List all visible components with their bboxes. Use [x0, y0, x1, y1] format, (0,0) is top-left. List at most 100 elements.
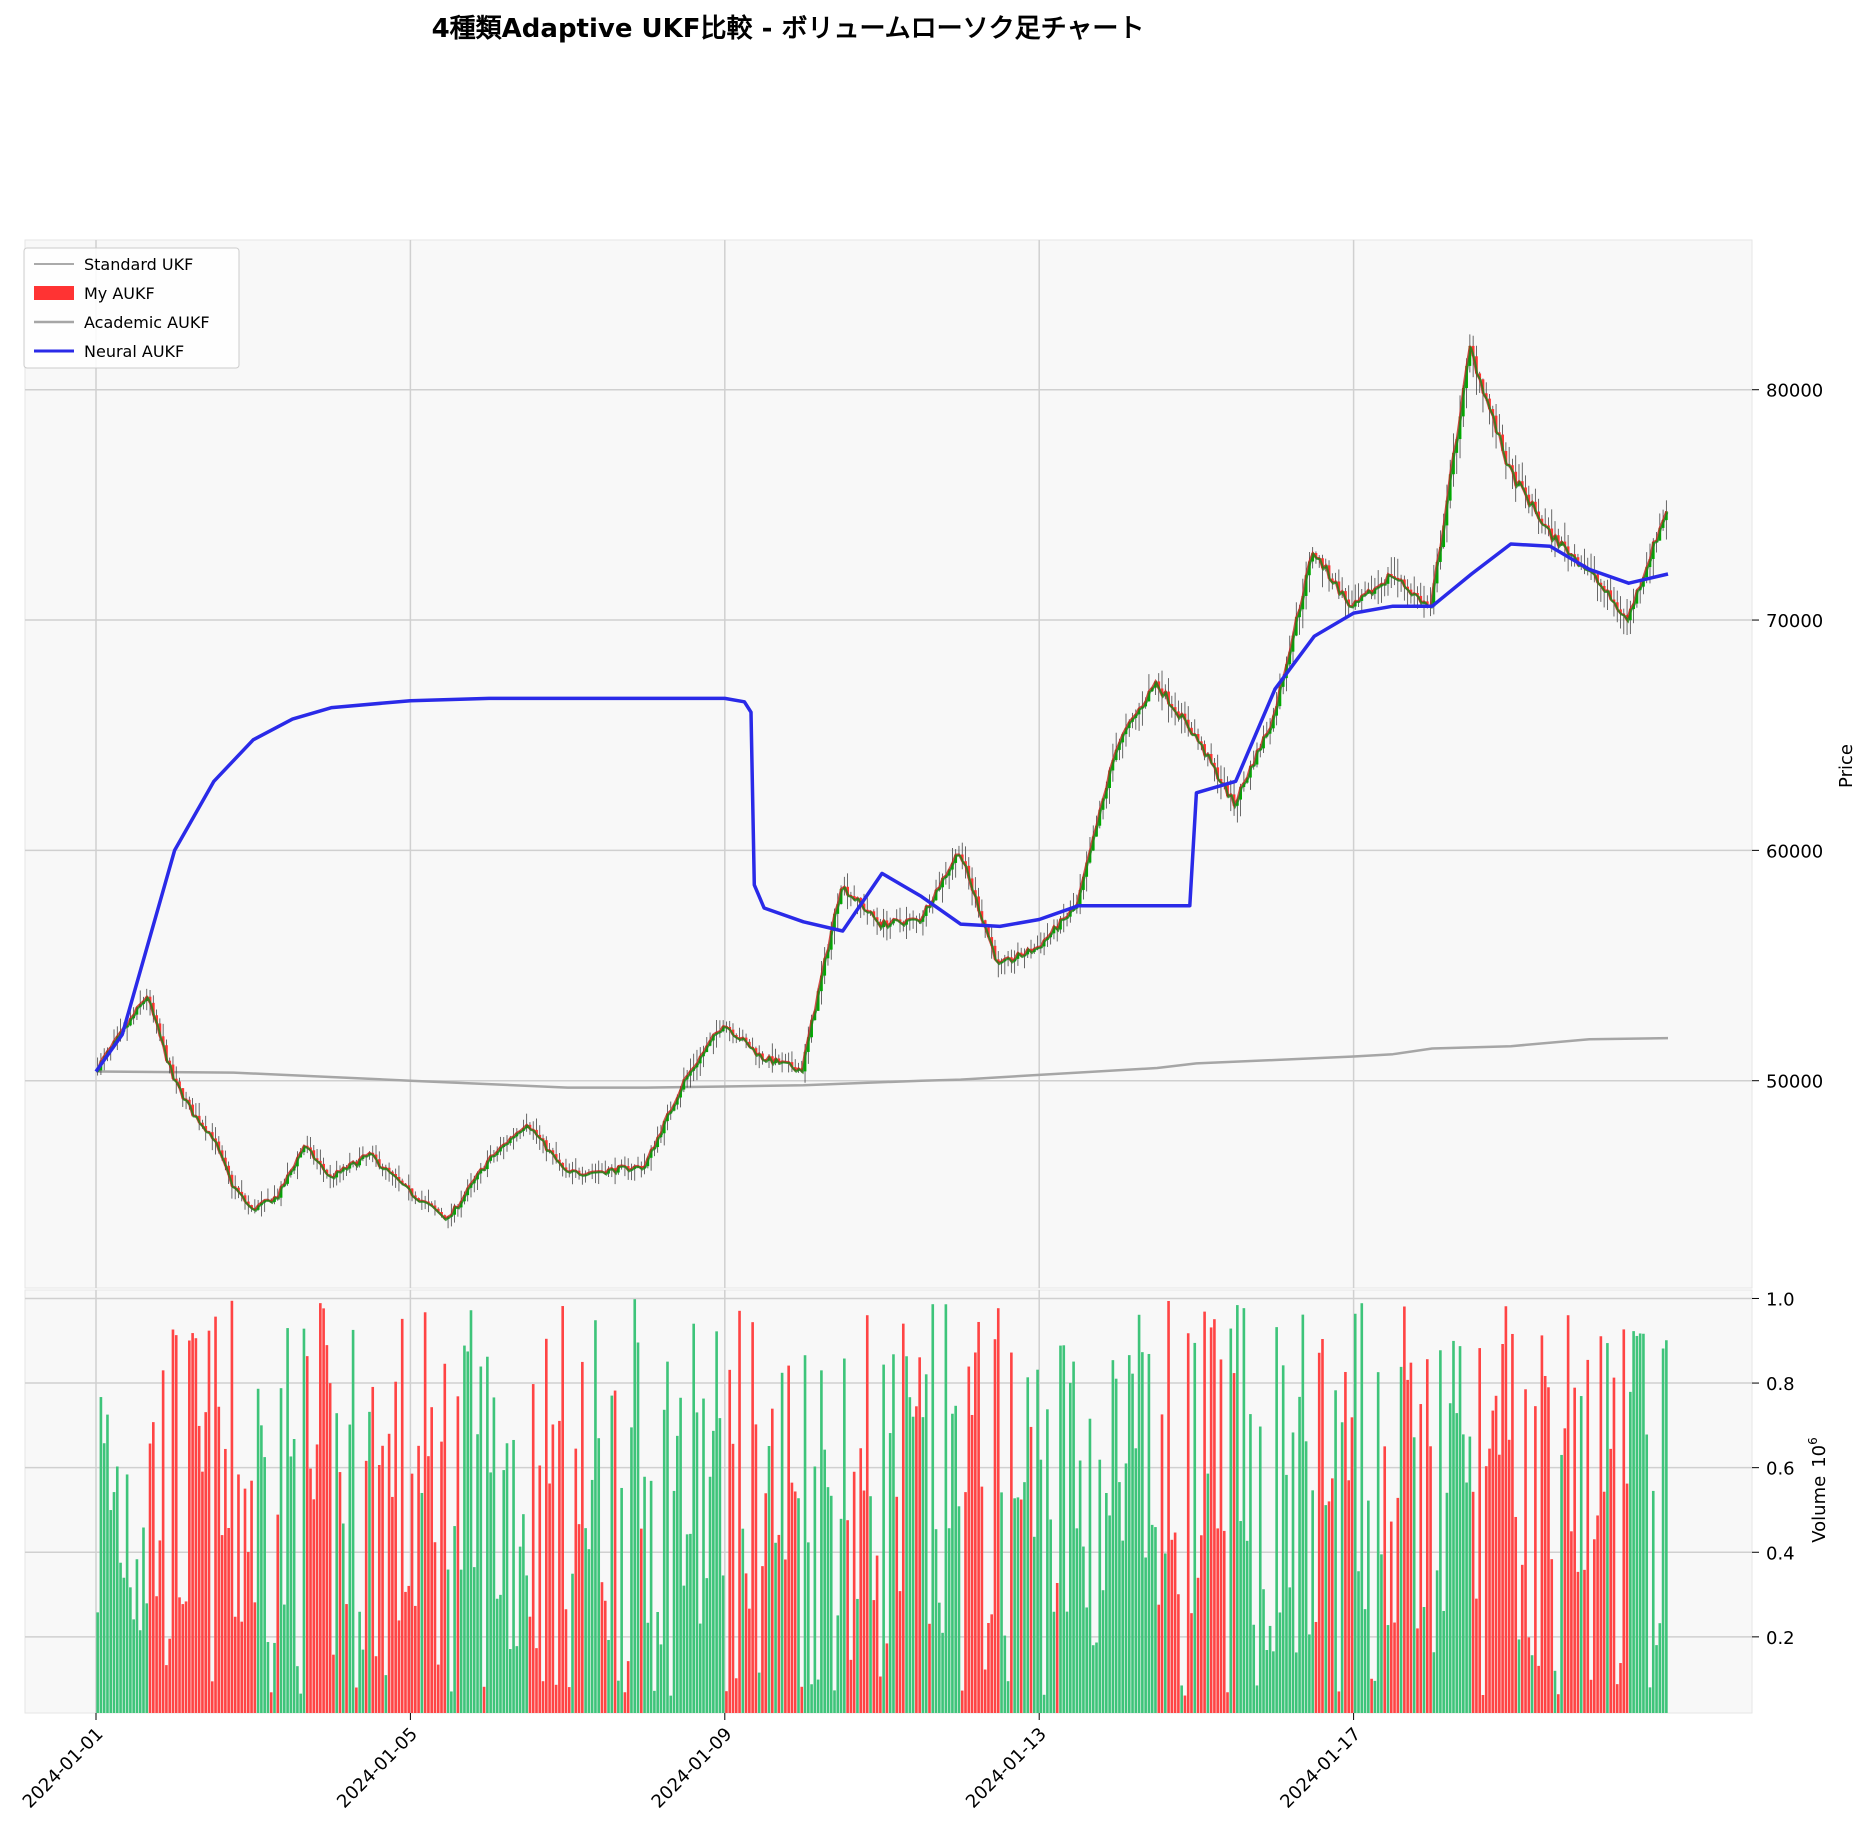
volume-bar	[525, 1575, 528, 1713]
volume-bar	[1602, 1491, 1606, 1713]
volume-bar	[1075, 1528, 1079, 1713]
volume-bar	[839, 1518, 843, 1713]
volume-bar	[1403, 1306, 1406, 1713]
volume-bar	[1069, 1382, 1072, 1713]
volume-bar	[1465, 1482, 1468, 1713]
volume-bar	[1278, 1612, 1282, 1713]
volume-bar	[276, 1514, 280, 1713]
volume-bar	[1376, 1372, 1380, 1713]
volume-bar	[466, 1351, 470, 1713]
volume-bar	[666, 1361, 669, 1713]
candle-body	[793, 1066, 797, 1071]
volume-bar	[305, 1356, 309, 1713]
volume-bar	[1645, 1434, 1649, 1713]
volume-bar	[820, 1370, 823, 1713]
volume-bar	[1363, 1609, 1367, 1713]
volume-bar	[135, 1559, 139, 1713]
volume-bar	[590, 1479, 594, 1713]
volume-bar	[1265, 1650, 1269, 1713]
volume-bar	[757, 1672, 761, 1713]
volume-bar	[567, 1687, 571, 1713]
candle-body	[1019, 952, 1023, 956]
volume-bar	[1452, 1340, 1455, 1713]
volume-bar	[970, 1414, 974, 1713]
volume-bar	[744, 1573, 748, 1713]
volume-bar	[1272, 1651, 1275, 1713]
volume-bar	[217, 1406, 221, 1713]
volume-bar	[1062, 1345, 1066, 1713]
volume-bar	[738, 1310, 741, 1713]
volume-bar	[1445, 1492, 1449, 1713]
candle-body	[564, 1167, 568, 1171]
volume-bar	[138, 1630, 142, 1713]
volume-bar	[901, 1323, 905, 1713]
volume-bar	[790, 1482, 794, 1713]
candle-body	[204, 1126, 208, 1132]
volume-bar	[1167, 1300, 1170, 1713]
volume-bar	[322, 1308, 325, 1713]
volume-bar	[751, 1322, 754, 1713]
volume-bar	[1534, 1406, 1537, 1713]
volume-bar	[1281, 1365, 1285, 1713]
volume-bar	[934, 1529, 938, 1713]
volume-bar	[1475, 1598, 1478, 1713]
candle-body	[178, 1081, 181, 1089]
volume-bar	[1579, 1396, 1583, 1713]
volume-bar	[1556, 1694, 1560, 1713]
volume-bar	[564, 1609, 568, 1713]
volume-bar	[1530, 1655, 1534, 1713]
volume-bar	[1393, 1622, 1396, 1713]
volume-bar	[407, 1585, 411, 1713]
volume-bar	[1615, 1684, 1619, 1713]
candle-body	[243, 1195, 247, 1202]
candle-body	[400, 1180, 404, 1184]
volume-bar	[931, 1304, 935, 1713]
volume-bar	[741, 1528, 745, 1713]
legend-academic-label: Academic AUKF	[84, 313, 210, 332]
volume-bar	[1013, 1498, 1016, 1713]
volume-bar	[374, 1656, 378, 1713]
volume-bar	[803, 1355, 807, 1713]
volume-bar	[1131, 1373, 1134, 1713]
volume-bar	[1439, 1350, 1442, 1713]
volume-bar	[1527, 1637, 1531, 1713]
volume-bar	[384, 1675, 388, 1713]
candle-body	[387, 1167, 391, 1172]
volume-bar	[266, 1642, 270, 1713]
volume-bar	[1150, 1524, 1154, 1713]
volume-bar	[220, 1535, 224, 1713]
candle-body	[996, 959, 1000, 963]
volume-bar	[682, 1585, 686, 1713]
candle-body	[875, 917, 879, 922]
volume-bar	[499, 1594, 502, 1713]
volume-bar	[132, 1619, 135, 1713]
volume-bar	[112, 1492, 116, 1713]
volume-bar	[387, 1433, 391, 1713]
volume-bar	[1484, 1466, 1488, 1713]
candle-body	[964, 861, 967, 866]
volume-bar	[165, 1665, 168, 1713]
candle-body	[528, 1124, 532, 1129]
volume-bar	[371, 1386, 375, 1713]
volume-bar	[332, 1654, 335, 1713]
volume-bar	[974, 1352, 977, 1713]
volume-bar	[1163, 1553, 1167, 1713]
volume-bar	[1124, 1463, 1128, 1713]
volume-bar	[328, 1383, 332, 1713]
candle-body	[322, 1163, 325, 1170]
volume-bar	[427, 1456, 430, 1713]
volume-bar	[951, 1413, 954, 1713]
volume-bar	[947, 1528, 951, 1713]
volume-bar	[436, 1664, 440, 1713]
volume-bar	[1573, 1387, 1576, 1713]
volume-bar	[1396, 1497, 1400, 1713]
volume-bar	[1134, 1448, 1138, 1713]
volume-bar	[1491, 1410, 1495, 1713]
volume-bar	[833, 1690, 836, 1713]
candle-body	[1491, 409, 1495, 416]
volume-bar	[1638, 1333, 1642, 1713]
volume-bar	[1183, 1695, 1187, 1713]
volume-bar	[672, 1490, 676, 1713]
volume-bar	[1042, 1694, 1046, 1713]
candle-body	[1173, 707, 1177, 712]
